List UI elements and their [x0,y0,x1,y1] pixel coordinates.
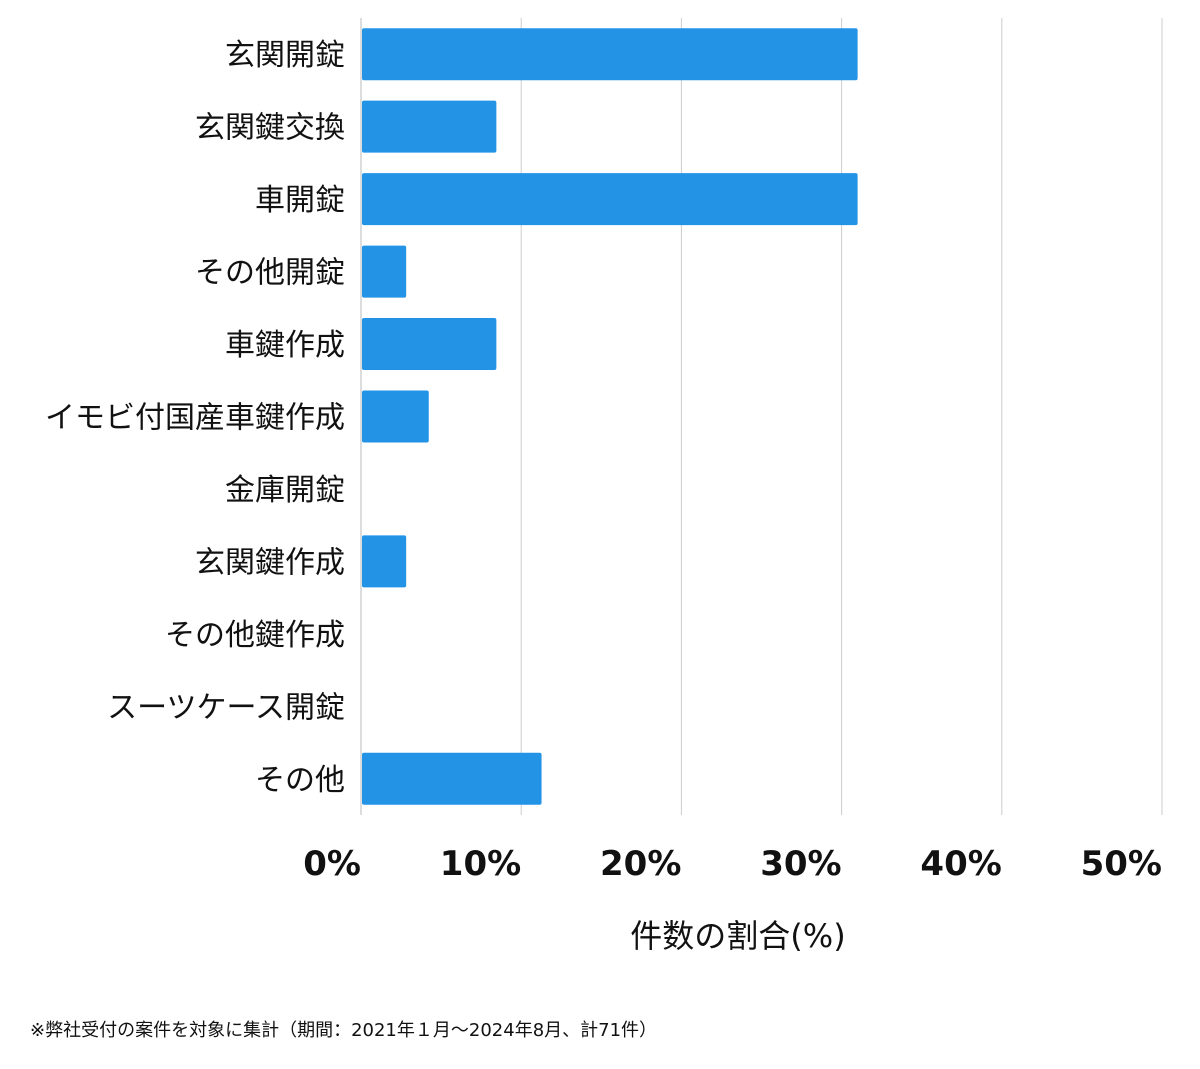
category-label: その他開錠 [195,256,345,291]
bar [362,173,858,226]
category-label: スーツケース開錠 [107,690,345,725]
category-label: 車開錠 [255,183,345,218]
bar [362,318,497,371]
category-label: イモビ付国産車鍵作成 [45,401,345,436]
bar [362,245,407,298]
category-label: 玄関鍵交換 [195,111,345,146]
category-label: その他鍵作成 [165,618,345,653]
category-label: 金庫開錠 [225,473,345,508]
bar [362,28,858,81]
bar-chart: 0% 10% 20% 30% 40% 50% 玄関開錠玄関鍵交換車開錠その他開錠車鍵作成イモ… [45,18,1163,955]
category-label: 玄関鍵作成 [195,545,345,580]
x-tick-label: 40% [920,844,1001,884]
category-label: 玄関開錠 [225,38,345,73]
bar [362,535,407,588]
x-axis-label: 件数の割合(%) [630,917,845,955]
x-tick-label: 30% [760,844,841,884]
bar [362,752,542,805]
bar [362,390,429,443]
category-label: 車鍵作成 [225,328,345,363]
category-label: その他 [255,763,345,798]
bar [362,100,497,153]
footnote: ※弊社受付の案件を対象に集計（期間：2021年１月〜2024年8月、計71件） [30,1020,658,1041]
x-tick-label: 50% [1081,844,1162,884]
x-tick-label: 10% [440,844,521,884]
x-tick-label: 20% [600,844,681,884]
x-tick-label: 0% [303,844,361,884]
